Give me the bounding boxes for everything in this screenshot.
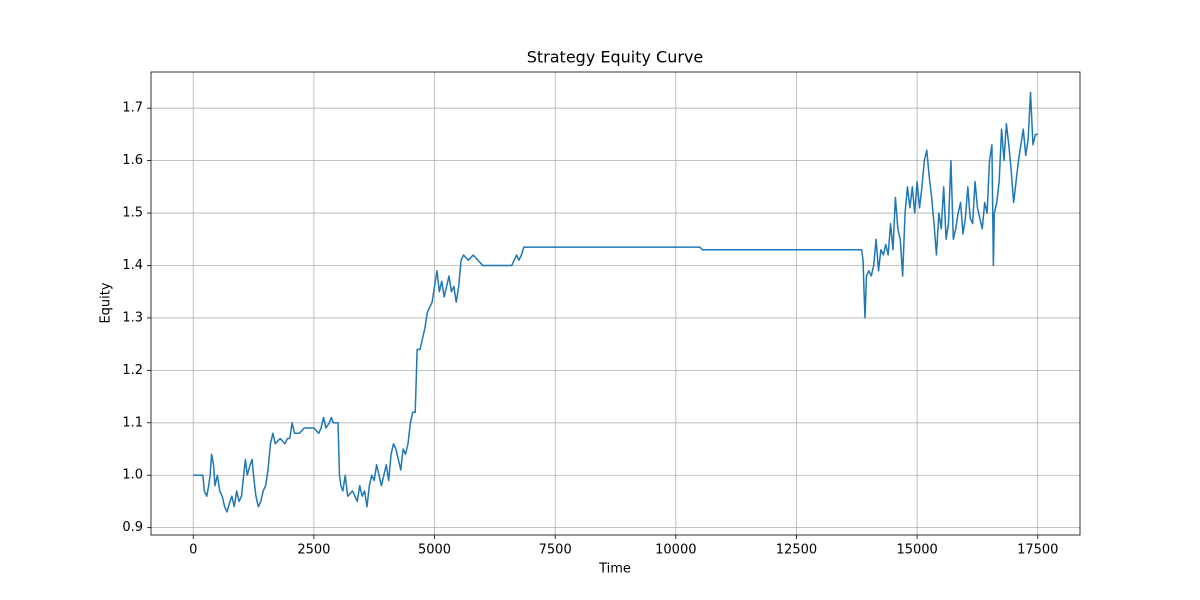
x-tick-label: 17500: [1017, 543, 1058, 558]
x-tick-label: 0: [189, 543, 197, 558]
y-tick-label: 1.1: [122, 415, 143, 430]
y-tick-label: 1.5: [122, 206, 143, 221]
axes-frame: [150, 71, 1081, 536]
x-axis-label: Time: [598, 562, 631, 577]
x-tick-label: 10000: [655, 543, 696, 558]
x-tick-label: 7500: [539, 543, 572, 558]
y-tick-label: 0.9: [122, 520, 143, 535]
y-tick-label: 1.0: [122, 468, 143, 483]
equity-line: [193, 91, 1038, 513]
y-tick-label: 1.4: [122, 258, 143, 273]
chart-title: Strategy Equity Curve: [527, 48, 704, 67]
x-tick-label: 12500: [776, 543, 817, 558]
y-tick-label: 1.2: [122, 363, 143, 378]
x-tick-label: 2500: [297, 543, 330, 558]
y-tick-label: 1.6: [122, 153, 143, 168]
y-tick-label: 1.7: [122, 101, 143, 116]
y-tick-label: 1.3: [122, 310, 143, 325]
y-axis-label: Equity: [99, 282, 114, 323]
x-tick-label: 15000: [896, 543, 937, 558]
x-tick-label: 5000: [418, 543, 451, 558]
